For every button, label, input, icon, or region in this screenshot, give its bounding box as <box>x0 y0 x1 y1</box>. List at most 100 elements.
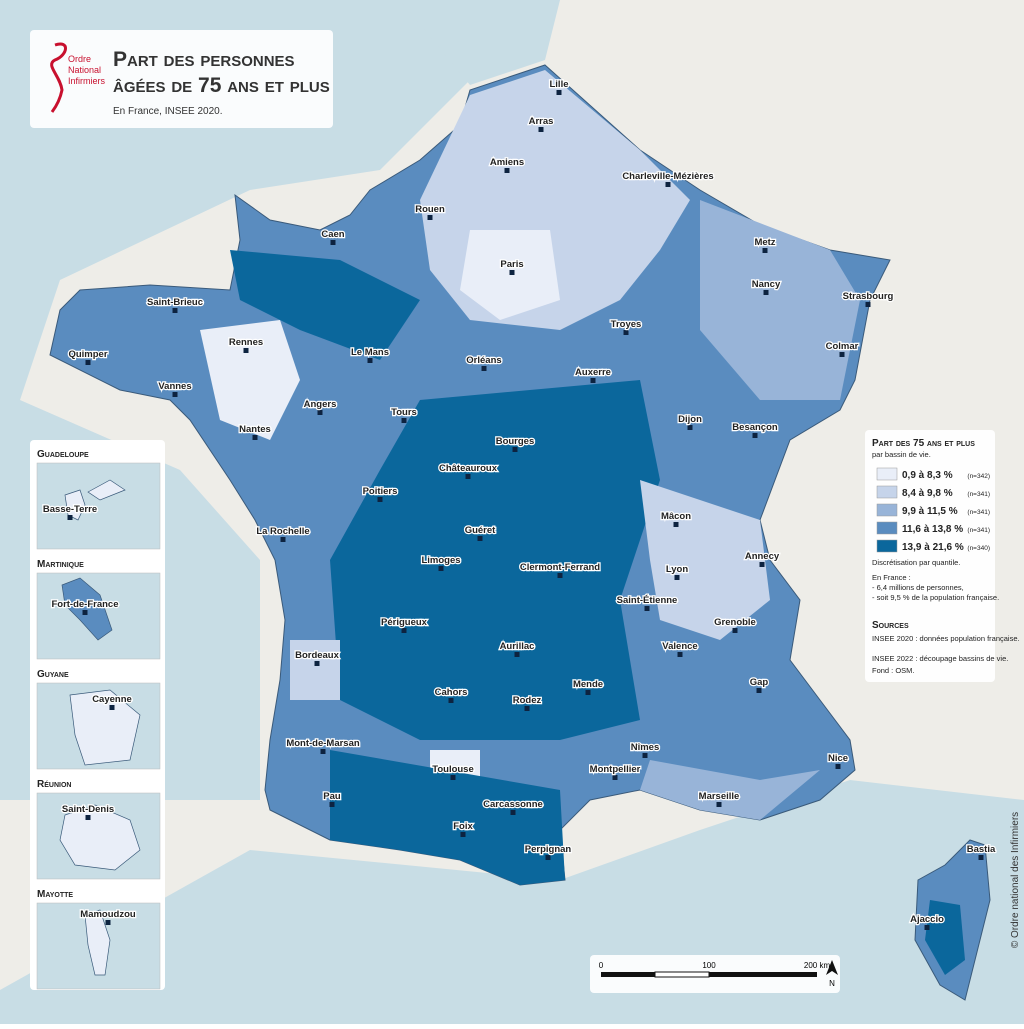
city-label: Paris <box>500 259 523 270</box>
city-marker <box>665 182 671 187</box>
city-label: Colmar <box>826 341 859 352</box>
legend-label: 8,4 à 9,8 % <box>902 488 953 499</box>
region-provence <box>640 760 820 820</box>
city-label: Toulouse <box>432 764 474 775</box>
city-label: Troyes <box>611 319 642 330</box>
city-marker <box>978 855 984 860</box>
city-label: Nancy <box>752 279 781 290</box>
city-label: Nîmes <box>631 742 660 753</box>
city-marker <box>524 706 530 711</box>
city-label: Lille <box>549 79 568 90</box>
city-label: Mamoudzou <box>80 909 136 920</box>
city-label: Saint-Brieuc <box>147 297 203 308</box>
city-marker <box>590 378 596 383</box>
city-marker <box>835 764 841 769</box>
city-marker <box>762 248 768 253</box>
region-rhone <box>640 480 770 640</box>
city-label: Carcassonne <box>483 799 543 810</box>
city-label: Arras <box>529 116 554 127</box>
inset-territory <box>64 479 126 521</box>
city-marker <box>716 802 722 807</box>
city-label: Saint-Étienne <box>617 595 678 606</box>
city-marker <box>85 815 91 820</box>
legend-summary: - 6,4 millions de personnes, <box>872 583 964 592</box>
city-label: Lyon <box>666 564 689 575</box>
city-label: Guéret <box>465 525 496 536</box>
city-label: Orléans <box>466 355 501 366</box>
scale-segment <box>709 972 817 977</box>
source: INSEE 2022 : découpage bassins de vie. <box>872 654 1008 663</box>
city-marker <box>509 270 515 275</box>
north-arrow <box>826 960 838 975</box>
sources-title: Sources <box>872 620 909 631</box>
city-marker <box>280 537 286 542</box>
city-label: Nantes <box>239 424 271 435</box>
legend-label: 0,9 à 8,3 % <box>902 470 953 481</box>
region-bordeaux <box>290 640 340 700</box>
city-label: Mâcon <box>661 511 691 522</box>
city-label: Perpignan <box>525 844 572 855</box>
city-label: Cahors <box>435 687 468 698</box>
city-marker <box>460 832 466 837</box>
region-normandy <box>230 250 420 360</box>
scale-segment <box>654 971 710 978</box>
city-label: Foix <box>453 821 473 832</box>
city-label: Poitiers <box>363 486 398 497</box>
city-label: Metz <box>754 237 775 248</box>
city-marker <box>674 575 680 580</box>
legend-swatch <box>876 467 898 481</box>
legend-panel <box>865 430 995 682</box>
inset-title: Martinique <box>37 559 84 570</box>
legend-count: (n=342) <box>967 473 990 480</box>
inset-territory <box>84 909 111 976</box>
city-label: Valence <box>662 641 697 652</box>
city-marker <box>763 290 769 295</box>
legend-count: (n=341) <box>967 527 990 534</box>
city-marker <box>314 661 320 666</box>
legend-swatch <box>876 521 898 535</box>
city-label: Angers <box>304 399 337 410</box>
logo-mark <box>50 42 67 113</box>
city-marker <box>450 775 456 780</box>
city-marker <box>477 536 483 541</box>
legend-summary: En France : <box>872 573 911 582</box>
city-marker <box>427 215 433 220</box>
city-label: Fort-de-France <box>51 599 118 610</box>
city-marker <box>329 802 335 807</box>
legend-label: 9,9 à 11,5 % <box>902 506 958 517</box>
city-marker <box>438 566 444 571</box>
city-marker <box>642 753 648 758</box>
city-label: Basse-Terre <box>43 504 97 515</box>
city-label: Strasbourg <box>843 291 894 302</box>
scale-bar: 0 100 200 km N <box>590 955 840 993</box>
region-centre <box>330 380 660 740</box>
city-label: Annecy <box>745 551 780 562</box>
legend-count: (n=341) <box>967 491 990 498</box>
city-label: Clermont-Ferrand <box>520 562 600 573</box>
city-label: Bourges <box>496 436 535 447</box>
city-label: La Rochelle <box>256 526 309 537</box>
inset-title: Guyane <box>37 669 69 680</box>
city-label: Gap <box>750 677 769 688</box>
city-label: Châteauroux <box>439 463 498 474</box>
inset-territory <box>69 689 141 766</box>
inset-map <box>36 462 161 550</box>
city-marker <box>85 360 91 365</box>
north-label: N <box>829 979 835 988</box>
region-pyrenees <box>330 750 565 885</box>
city-label: Vannes <box>158 381 191 392</box>
inset-title: Guadeloupe <box>37 449 89 460</box>
source: INSEE 2020 : données population français… <box>872 634 1020 643</box>
city-label: Charleville-Mézières <box>622 171 713 182</box>
city-label: Cayenne <box>92 694 132 705</box>
scale-label: 100 <box>702 961 716 970</box>
inset-territory <box>61 577 113 641</box>
title-block: Ordre National Infirmiers Part des perso… <box>30 30 333 128</box>
city-marker <box>756 688 762 693</box>
city-label: Quimper <box>68 349 107 360</box>
city-label: Marseille <box>699 791 740 802</box>
cities: Lille Arras Amiens Charleville-Mézières Roue… <box>67 78 997 930</box>
credit: © Ordre national des Infirmiers <box>1010 812 1021 948</box>
city-marker <box>512 447 518 452</box>
